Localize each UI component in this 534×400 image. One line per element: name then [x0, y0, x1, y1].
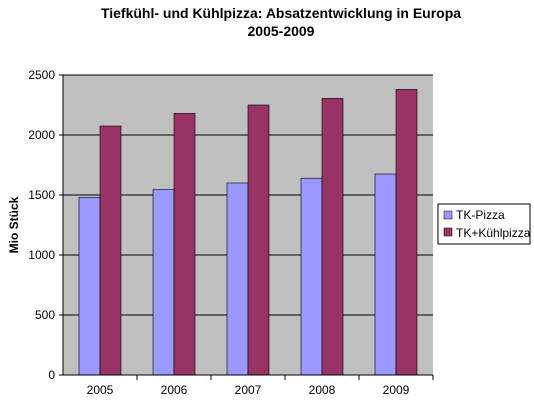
- legend-swatch-tk-pizza: [443, 210, 453, 220]
- x-tick-label: 2007: [235, 383, 262, 397]
- legend-label-tk-pizza: TK-Pizza: [456, 208, 505, 222]
- legend: TK-Pizza TK+Kühlpizza: [437, 203, 531, 245]
- legend-swatch-tk-kuehlpizza: [443, 227, 453, 237]
- y-tick-label: 2000: [28, 128, 55, 142]
- x-tick-label: 2008: [309, 383, 336, 397]
- bar-tk-k-hlpizza-2005: [99, 125, 122, 376]
- bar-tk-pizza-2008: [300, 177, 323, 376]
- y-tick-label: 500: [35, 308, 55, 322]
- bar-tk-k-hlpizza-2008: [321, 98, 344, 376]
- bar-tk-pizza-2007: [226, 182, 249, 376]
- x-tick-label: 2005: [87, 383, 114, 397]
- bar-tk-pizza-2006: [152, 189, 175, 376]
- y-axis-title: Mio Stück: [7, 196, 21, 253]
- y-tick-label: 0: [48, 368, 55, 382]
- chart-title: Tiefkühl- und Kühlpizza: Absatzentwicklu…: [101, 5, 461, 39]
- y-tick-label: 1500: [28, 188, 55, 202]
- y-tick-label: 2500: [28, 68, 55, 82]
- bar-tk-k-hlpizza-2009: [395, 89, 418, 376]
- x-tick-label: 2009: [383, 383, 410, 397]
- bar-tk-k-hlpizza-2007: [247, 104, 270, 376]
- bar-tk-pizza-2005: [78, 197, 101, 376]
- y-tick-label: 1000: [28, 248, 55, 262]
- bar-tk-k-hlpizza-2006: [173, 113, 196, 376]
- chart-title-line-2: 2005-2009: [248, 23, 315, 39]
- bar-tk-pizza-2009: [374, 173, 397, 376]
- x-axis: 2005 2006 2007 2008 2009: [63, 374, 434, 397]
- legend-label-tk-kuehlpizza: TK+Kühlpizza: [456, 226, 531, 240]
- chart-title-line-1: Tiefkühl- und Kühlpizza: Absatzentwicklu…: [101, 5, 461, 21]
- x-tick-label: 2006: [161, 383, 188, 397]
- legend-box: [437, 203, 531, 245]
- y-axis: 0 500 1000 1500 2000 2500: [28, 68, 64, 382]
